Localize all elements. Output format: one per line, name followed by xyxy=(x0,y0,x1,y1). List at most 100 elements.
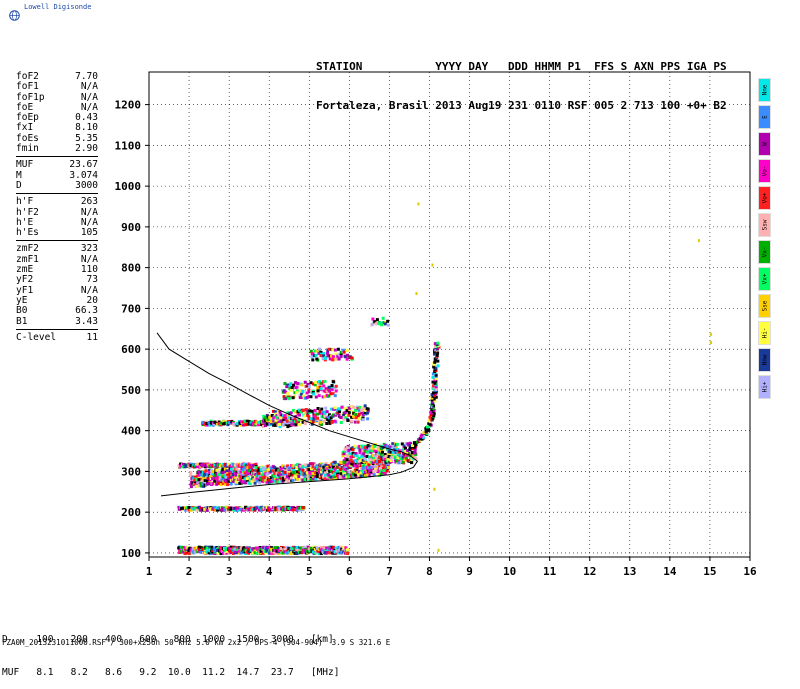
echo-point xyxy=(334,352,338,356)
echo-point xyxy=(331,465,335,469)
stray-point xyxy=(431,263,434,267)
echo-point xyxy=(279,547,283,551)
echo-point xyxy=(240,420,244,424)
echo-point xyxy=(352,453,356,457)
echo-point xyxy=(227,421,231,425)
echo-point xyxy=(196,481,200,485)
echo-point xyxy=(243,550,247,554)
echo-point xyxy=(191,547,195,551)
echo-point xyxy=(277,413,281,417)
echo-point xyxy=(380,465,384,469)
echo-point xyxy=(241,467,245,471)
echo-point xyxy=(274,551,278,555)
echo-point xyxy=(275,547,279,551)
echo-point xyxy=(336,411,340,415)
legend-label: Sse xyxy=(761,300,768,312)
echo-point xyxy=(323,413,327,417)
echo-point xyxy=(295,389,299,393)
echo-point xyxy=(413,447,417,451)
trace-point xyxy=(411,444,415,448)
echo-point xyxy=(189,464,193,468)
legend-swatch: Vx- xyxy=(758,240,771,264)
echo-point xyxy=(289,508,293,512)
echo-point xyxy=(199,484,203,488)
echo-point xyxy=(329,392,333,396)
echo-point xyxy=(234,550,238,554)
echo-point xyxy=(339,472,343,476)
echo-point xyxy=(251,463,255,467)
echo-point xyxy=(206,479,210,483)
echo-point xyxy=(383,322,387,326)
echo-point xyxy=(195,478,199,482)
echo-point xyxy=(280,548,284,552)
echo-point xyxy=(189,547,193,551)
trace-point xyxy=(412,441,416,445)
echo-point xyxy=(211,472,215,476)
echo-point xyxy=(265,480,269,484)
echo-point xyxy=(324,387,328,391)
echo-point xyxy=(270,547,274,551)
echo-point xyxy=(317,351,321,355)
echo-point xyxy=(285,475,289,479)
trace-point xyxy=(432,365,436,369)
echo-point xyxy=(193,475,197,479)
echo-point xyxy=(328,421,332,425)
echo-point xyxy=(295,385,299,389)
echo-point xyxy=(247,551,251,555)
echo-point xyxy=(309,420,313,424)
echo-point xyxy=(291,408,295,412)
echo-point xyxy=(337,413,341,417)
echo-point xyxy=(347,411,351,415)
echo-point xyxy=(367,463,371,467)
echo-point xyxy=(311,352,315,356)
echo-point xyxy=(337,474,341,478)
echo-point xyxy=(362,452,366,456)
echo-point xyxy=(245,422,249,426)
echo-point xyxy=(304,384,308,388)
param-separator xyxy=(16,156,98,158)
echo-point xyxy=(307,464,311,468)
echo-point xyxy=(198,475,202,479)
echo-point xyxy=(205,472,209,476)
y-tick-label: 700 xyxy=(121,302,141,315)
echo-point xyxy=(263,423,267,427)
echo-point xyxy=(311,420,315,424)
param-row: foEp 0.43 xyxy=(16,112,98,123)
echo-point xyxy=(197,470,201,474)
param-row: zmE 110 xyxy=(16,264,98,275)
echo-point xyxy=(293,417,297,421)
echo-point xyxy=(216,480,220,484)
echo-point xyxy=(354,408,358,412)
echo-point xyxy=(207,551,211,555)
trace-point xyxy=(433,342,437,346)
param-row: B0 66.3 xyxy=(16,305,98,316)
echo-point xyxy=(262,545,266,549)
echo-point xyxy=(200,477,204,481)
echo-point xyxy=(389,459,393,463)
echo-point xyxy=(202,477,206,481)
echo-point xyxy=(383,465,387,469)
echo-point xyxy=(239,470,243,474)
echo-point xyxy=(223,479,227,483)
param-value: 105 xyxy=(80,227,98,239)
echo-point xyxy=(289,476,293,480)
param-row: fxI 8.10 xyxy=(16,123,98,134)
echo-point xyxy=(324,356,328,360)
echo-point xyxy=(329,547,333,551)
echo-point xyxy=(245,477,249,481)
echo-point xyxy=(326,475,330,479)
echo-point xyxy=(345,450,349,454)
echo-point xyxy=(295,475,299,479)
echo-point xyxy=(206,477,210,481)
echo-point xyxy=(370,449,374,453)
echo-point xyxy=(331,380,335,384)
param-row: foEs 5.35 xyxy=(16,133,98,144)
echo-point xyxy=(373,454,377,458)
echo-point xyxy=(198,484,202,488)
echo-point xyxy=(288,424,292,428)
echo-point xyxy=(262,424,266,428)
echo-point xyxy=(389,456,393,460)
echo-point xyxy=(239,463,243,467)
echo-point xyxy=(205,550,209,554)
echo-point xyxy=(295,466,299,470)
